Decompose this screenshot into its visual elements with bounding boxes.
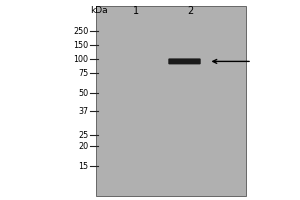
Text: 50: 50 <box>78 88 88 98</box>
Text: 15: 15 <box>78 162 88 171</box>
Text: 25: 25 <box>78 130 88 140</box>
Text: 20: 20 <box>78 142 88 151</box>
Text: kDa: kDa <box>90 6 108 15</box>
Text: 150: 150 <box>74 40 88 49</box>
Text: 100: 100 <box>74 54 88 64</box>
Text: 2: 2 <box>188 6 194 16</box>
Text: 75: 75 <box>78 68 88 77</box>
Text: 37: 37 <box>78 106 88 116</box>
FancyBboxPatch shape <box>168 58 201 64</box>
Text: 1: 1 <box>134 6 140 16</box>
Text: 250: 250 <box>73 26 88 36</box>
Bar <box>96 6 246 196</box>
